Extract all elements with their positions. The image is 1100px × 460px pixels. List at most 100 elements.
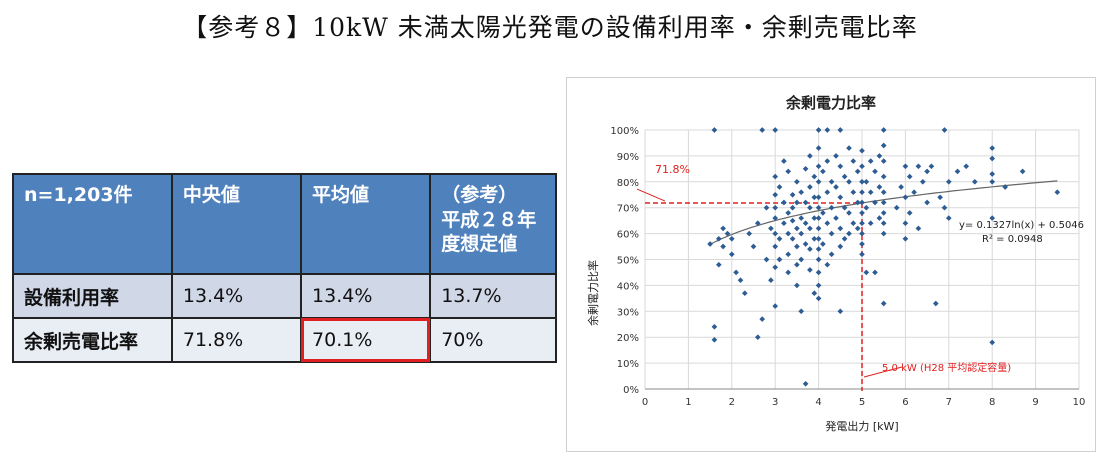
data-point [941,127,948,133]
y-tick-label: 100% [610,126,639,137]
data-point [807,246,813,252]
data-point [759,127,766,133]
data-point [815,163,822,170]
data-point [880,300,887,307]
data-point [846,210,852,216]
data-point [837,225,844,232]
data-point [989,215,996,221]
data-point [715,261,722,268]
data-point [789,204,796,211]
data-point [989,178,996,185]
data-point [954,168,961,175]
table-cell: 71.8% [170,317,303,363]
data-point [824,158,831,164]
data-point [945,215,952,221]
data-point [815,256,822,263]
data-point [794,178,800,185]
data-point [902,220,909,227]
data-point [720,243,726,250]
y-tick-label: 60% [617,230,639,241]
x-tick-label: 0 [642,397,648,408]
data-point [828,230,835,237]
data-point [781,220,787,227]
data-point [711,127,718,133]
x-tick-label: 9 [1032,397,1038,408]
y-tick-label: 10% [617,359,639,370]
data-point [880,127,887,133]
row-label: 余剰売電比率 [12,317,173,363]
data-point [815,235,822,242]
data-point [785,251,792,258]
data-point [820,241,826,247]
data-point [828,204,835,211]
data-point [776,256,783,263]
data-point [815,215,822,221]
data-point [859,147,865,154]
data-point [867,220,874,227]
data-point [802,241,809,247]
table-row: 余剰売電比率 71.8% 70.1% 70% [12,317,557,363]
data-point [763,256,770,263]
data-point [789,191,796,198]
data-point [807,225,813,232]
header-cell: 中央値 [170,173,303,275]
data-point [859,189,865,196]
x-tick-label: 5 [859,397,865,408]
data-point [867,189,874,196]
x-tick-label: 6 [902,397,908,408]
data-point [772,173,779,180]
data-point [941,204,948,211]
data-point [833,184,839,190]
header-cell: n=1,203件 [12,173,173,275]
data-point [820,210,826,216]
chart-panel: 余剰電力比率 0% 10% 20% 30% 40% 50% 60% 70% 80% 90% 100%… [566,77,1096,452]
data-point [863,269,870,276]
data-point [794,261,800,268]
table-row: 設備利用率 13.4% 13.4% 13.7% [12,273,557,319]
data-point [776,235,783,242]
data-point [763,204,770,211]
data-point [854,168,861,175]
x-tick-label: 7 [946,397,952,408]
data-point [837,243,844,250]
y-tick-label: 80% [617,178,639,189]
x-axis-label: 発電出力 [kW] [825,419,898,433]
data-point [746,230,753,237]
data-point [772,264,779,271]
y-tick-label: 50% [617,256,639,267]
data-point [880,158,887,164]
data-point [859,163,865,170]
data-point [906,210,913,216]
data-point [837,308,844,315]
header-cell: （参考） 平成２８年 度想定値 [429,173,557,275]
y-reference-label: 71.8% [655,163,690,176]
data-point [841,204,848,211]
trendline-r2: R² = 0.0948 [982,234,1043,245]
data-point [820,168,826,175]
data-point [989,155,996,162]
data-point [880,199,887,206]
data-point [850,189,857,196]
data-point [781,158,787,164]
trendline-equation: y= 0.1327ln(x) + 0.5046 [959,220,1084,231]
data-point [863,204,870,211]
x-tick-label: 3 [772,397,778,408]
data-point [802,199,809,206]
data-point [880,230,887,237]
data-point [928,163,935,170]
data-point [846,145,852,151]
stats-table: n=1,203件 中央値 平均値 （参考） 平成２８年 度想定値 設備利用率 1… [12,173,557,363]
y-tick-label: 90% [617,152,639,163]
table-header-row: n=1,203件 中央値 平均値 （参考） 平成２８年 度想定値 [12,173,557,275]
data-point [880,173,887,180]
x-tick-label: 4 [815,397,821,408]
data-point [989,171,996,177]
data-point [937,194,943,201]
data-point [789,217,796,224]
data-point [824,189,831,196]
data-point [807,267,813,273]
data-point [902,235,909,242]
data-point [919,178,926,185]
data-point [711,323,718,330]
data-point [772,230,779,237]
